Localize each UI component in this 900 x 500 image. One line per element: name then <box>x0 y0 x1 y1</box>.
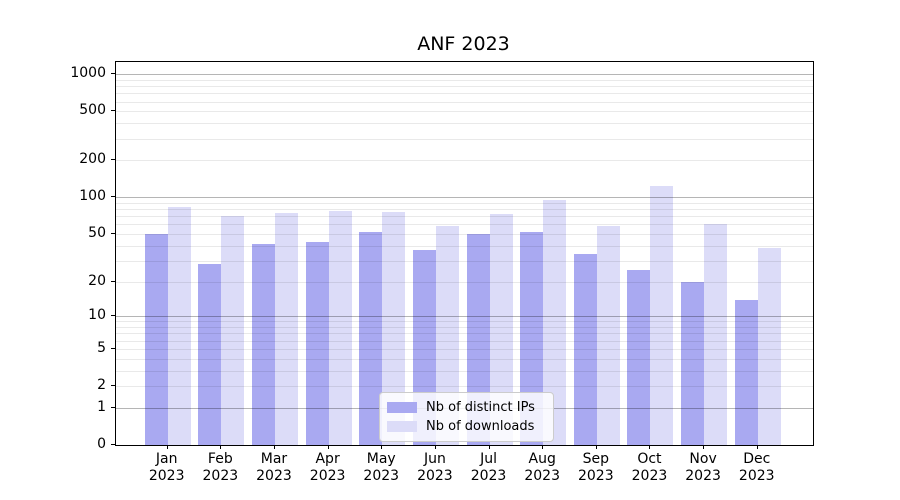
x-tick-mark-oct <box>649 445 651 449</box>
bar-downloads-jul <box>489 214 513 445</box>
x-tick-mark-jan <box>166 445 168 449</box>
bar-downloads-aug <box>543 200 567 445</box>
y-tick-mark-1 <box>111 406 115 408</box>
bar-distinct-ips-aug <box>520 231 544 445</box>
y-tick-label-0: 0 <box>97 436 106 452</box>
legend-swatch-distinct-ips <box>387 402 417 413</box>
x-tick-label-jul: Jul 2023 <box>470 451 507 484</box>
bar-downloads-mar <box>274 213 298 445</box>
y-tick-label-200: 200 <box>79 151 106 168</box>
x-tick-label-apr: Apr 2023 <box>309 451 346 484</box>
bar-distinct-ips-nov <box>681 281 705 445</box>
bar-distinct-ips-feb <box>198 264 222 445</box>
legend-label-downloads: Nb of downloads <box>426 419 535 434</box>
bar-distinct-ips-jan <box>144 234 168 445</box>
x-tick-mark-feb <box>220 445 222 449</box>
x-tick-label-mar: Mar 2023 <box>256 451 292 484</box>
y-tick-label-100: 100 <box>79 188 106 205</box>
bar-distinct-ips-dec <box>734 299 758 445</box>
x-tick-label-aug: Aug 2023 <box>524 451 560 484</box>
y-tick-label-2: 2 <box>97 377 106 394</box>
y-tick-mark-200 <box>111 159 115 161</box>
legend-swatch-downloads <box>387 421 417 432</box>
x-tick-mark-aug <box>542 445 544 449</box>
plot-area: Nb of distinct IPs Nb of downloads <box>115 61 814 446</box>
x-tick-label-oct: Oct 2023 <box>631 451 668 484</box>
x-tick-label-nov: Nov 2023 <box>685 451 721 484</box>
bar-downloads-jun <box>435 226 459 445</box>
y-tick-label-50: 50 <box>88 225 106 242</box>
x-tick-label-sep: Sep 2023 <box>577 451 614 484</box>
x-tick-mark-jul <box>488 445 490 449</box>
y-tick-mark-50 <box>111 233 115 235</box>
legend: Nb of distinct IPs Nb of downloads <box>379 392 554 442</box>
x-tick-label-feb: Feb 2023 <box>202 451 239 484</box>
bar-downloads-sep <box>596 226 620 445</box>
x-tick-mark-nov <box>703 445 705 449</box>
x-tick-label-may: May 2023 <box>363 451 400 484</box>
bar-downloads-dec <box>757 248 781 445</box>
x-tick-label-jan: Jan 2023 <box>148 451 185 484</box>
bar-distinct-ips-sep <box>573 254 597 445</box>
y-tick-label-500: 500 <box>79 102 106 119</box>
y-tick-mark-500 <box>111 110 115 112</box>
x-tick-mark-sep <box>595 445 597 449</box>
y-tick-label-1000: 1000 <box>70 65 106 82</box>
y-tick-label-5: 5 <box>97 339 106 356</box>
x-tick-label-jun: Jun 2023 <box>417 451 453 484</box>
bar-downloads-feb <box>221 216 245 445</box>
x-tick-mark-dec <box>756 445 758 449</box>
y-tick-mark-2 <box>111 385 115 387</box>
bar-downloads-may <box>382 211 406 445</box>
bar-distinct-ips-oct <box>627 270 651 445</box>
y-tick-mark-10 <box>111 315 115 317</box>
bar-downloads-apr <box>328 211 352 445</box>
y-tick-mark-1000 <box>111 73 115 75</box>
bar-distinct-ips-mar <box>251 244 275 445</box>
bar-downloads-jan <box>167 207 191 445</box>
y-tick-label-20: 20 <box>88 272 106 289</box>
y-tick-mark-0 <box>111 444 115 445</box>
bar-distinct-ips-may <box>359 231 383 445</box>
bar-distinct-ips-apr <box>305 241 329 445</box>
y-tick-label-1: 1 <box>97 398 106 415</box>
bar-downloads-oct <box>650 185 674 445</box>
x-tick-mark-mar <box>273 445 275 449</box>
y-tick-mark-100 <box>111 196 115 198</box>
legend-label-distinct-ips: Nb of distinct IPs <box>426 400 535 415</box>
y-tick-mark-20 <box>111 280 115 282</box>
y-tick-label-10: 10 <box>88 307 106 324</box>
x-tick-mark-may <box>381 445 383 449</box>
legend-row-downloads: Nb of downloads <box>387 417 545 436</box>
legend-row-distinct-ips: Nb of distinct IPs <box>387 398 545 417</box>
bar-downloads-nov <box>704 223 728 445</box>
bars-layer <box>116 62 813 445</box>
x-tick-mark-jun <box>434 445 436 449</box>
x-tick-mark-apr <box>327 445 329 449</box>
x-tick-label-dec: Dec 2023 <box>738 451 775 484</box>
chart-title: ANF 2023 <box>417 33 510 55</box>
y-tick-mark-5 <box>111 347 115 349</box>
